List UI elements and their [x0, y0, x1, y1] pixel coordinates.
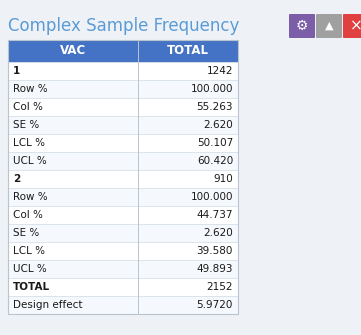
Text: SE %: SE %: [13, 228, 39, 238]
Text: UCL %: UCL %: [13, 156, 47, 166]
Text: 2.620: 2.620: [203, 120, 233, 130]
Bar: [8, 170, 238, 188]
Text: 1242: 1242: [206, 66, 233, 76]
Text: 2: 2: [13, 174, 20, 184]
Text: 55.263: 55.263: [196, 102, 233, 112]
Bar: [8, 278, 238, 296]
Text: SE %: SE %: [13, 120, 39, 130]
Text: TOTAL: TOTAL: [13, 282, 50, 292]
Text: LCL %: LCL %: [13, 246, 45, 256]
Text: Design effect: Design effect: [13, 300, 83, 310]
FancyBboxPatch shape: [316, 14, 342, 38]
Bar: [8, 152, 238, 170]
Text: UCL %: UCL %: [13, 264, 47, 274]
Bar: [8, 116, 238, 134]
Bar: [8, 188, 238, 206]
Bar: [8, 296, 238, 314]
Text: TOTAL: TOTAL: [167, 45, 209, 58]
Bar: [8, 40, 238, 314]
Text: 50.107: 50.107: [197, 138, 233, 148]
Text: 5.9720: 5.9720: [197, 300, 233, 310]
Text: ⚙: ⚙: [296, 19, 308, 33]
Text: ▲: ▲: [325, 21, 333, 31]
Bar: [8, 80, 238, 98]
Bar: [8, 206, 238, 224]
Text: VAC: VAC: [60, 45, 86, 58]
Text: ×: ×: [349, 18, 361, 34]
Text: 100.000: 100.000: [191, 84, 233, 94]
Text: Row %: Row %: [13, 84, 48, 94]
Bar: [8, 242, 238, 260]
Bar: [8, 98, 238, 116]
Text: 49.893: 49.893: [196, 264, 233, 274]
Text: Col %: Col %: [13, 102, 43, 112]
Text: LCL %: LCL %: [13, 138, 45, 148]
Text: 39.580: 39.580: [197, 246, 233, 256]
Text: Col %: Col %: [13, 210, 43, 220]
Text: Row %: Row %: [13, 192, 48, 202]
Text: 100.000: 100.000: [191, 192, 233, 202]
Text: 1: 1: [13, 66, 20, 76]
Text: 2.620: 2.620: [203, 228, 233, 238]
Text: 44.737: 44.737: [196, 210, 233, 220]
Text: 60.420: 60.420: [197, 156, 233, 166]
Bar: [8, 62, 238, 80]
Bar: [8, 40, 238, 62]
Text: Complex Sample Frequency: Complex Sample Frequency: [8, 17, 239, 35]
Bar: [8, 134, 238, 152]
FancyBboxPatch shape: [343, 14, 361, 38]
FancyBboxPatch shape: [289, 14, 315, 38]
Bar: [8, 260, 238, 278]
Text: 2152: 2152: [206, 282, 233, 292]
Bar: [8, 224, 238, 242]
Text: 910: 910: [213, 174, 233, 184]
